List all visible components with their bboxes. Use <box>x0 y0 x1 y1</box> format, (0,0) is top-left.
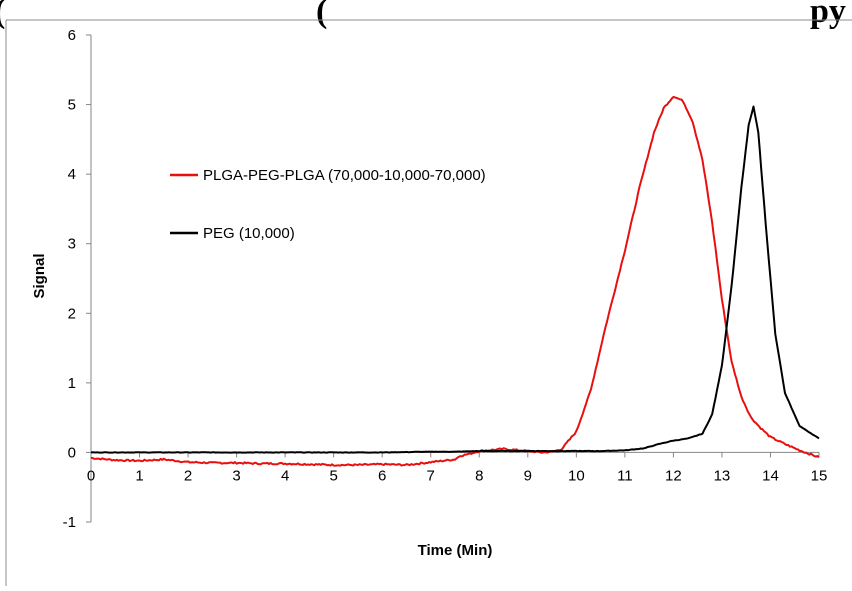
x-tick-label: 8 <box>475 467 483 484</box>
x-tick-label: 13 <box>714 467 731 484</box>
x-tick-label: 0 <box>87 467 95 484</box>
legend-label: PLGA-PEG-PLGA (70,000-10,000-70,000) <box>203 167 486 184</box>
y-axis-title: Signal <box>31 253 48 298</box>
x-tick-label: 1 <box>135 467 143 484</box>
y-tick-label: -1 <box>63 514 76 531</box>
y-tick-label: 0 <box>68 444 76 461</box>
x-tick-label: 4 <box>281 467 289 484</box>
header-fragment-right: py <box>810 0 846 30</box>
x-tick-label: 2 <box>184 467 192 484</box>
y-tick-label: 1 <box>68 375 76 392</box>
y-tick-label: 5 <box>68 97 76 114</box>
legend-label: PEG (10,000) <box>203 225 295 242</box>
x-tick-label: 3 <box>232 467 240 484</box>
header-fragment-middle: ( <box>316 0 327 30</box>
x-tick-label: 9 <box>524 467 532 484</box>
x-tick-label: 14 <box>762 467 779 484</box>
legend: PLGA-PEG-PLGA (70,000-10,000-70,000) PEG … <box>170 167 486 242</box>
y-tick-label: 3 <box>68 236 76 253</box>
x-tick-label: 10 <box>568 467 585 484</box>
x-tick-label: 12 <box>665 467 682 484</box>
x-tick-label: 6 <box>378 467 386 484</box>
series-line-1 <box>91 96 820 467</box>
x-tick-label: 7 <box>427 467 435 484</box>
x-axis-title: Time (Min) <box>418 542 493 559</box>
y-tick-label: 2 <box>68 305 76 322</box>
series-group <box>90 96 820 467</box>
x-tick-label: 11 <box>617 467 633 484</box>
series-line-2 <box>90 105 820 454</box>
y-tick-label: 6 <box>68 27 76 44</box>
x-tick-label: 15 <box>811 467 828 484</box>
y-tick-label: 4 <box>68 166 76 183</box>
x-tick-label: 5 <box>329 467 337 484</box>
header-fragment-left: ( <box>0 0 5 30</box>
